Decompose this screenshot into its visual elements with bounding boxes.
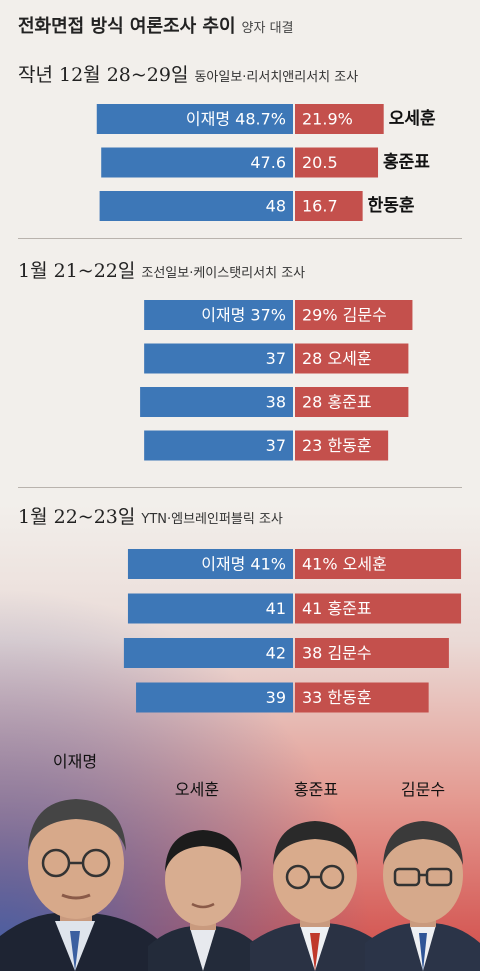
section-2-date: 1월 21~22일: [18, 260, 136, 282]
right-bar-2-2: [295, 343, 409, 374]
right-bar-1-3: [295, 191, 363, 221]
left-value-label-2-2: 37: [266, 349, 286, 368]
left-bar-3-4: [136, 682, 293, 713]
left-value-label-2-1: 이재명 37%: [201, 306, 286, 325]
left-value-label-3-4: 39: [266, 688, 286, 707]
left-bar-3-2: [127, 593, 293, 624]
left-bar-1-1: [96, 104, 293, 134]
right-value-label-2-1: 29% 김문수: [302, 306, 387, 325]
opponent-label-1-3: 한동훈: [368, 195, 415, 216]
left-value-label-3-1: 이재명 41%: [201, 555, 286, 574]
left-value-label-1-2: 47.6: [250, 153, 286, 172]
left-value-label-3-2: 41: [266, 599, 286, 618]
section-divider-2: [18, 487, 462, 488]
portrait-3: [250, 821, 380, 971]
section-1-header: 작년 12월 28~29일 동아일보·리서치앤리서치 조사: [18, 60, 358, 87]
right-value-label-1-3: 16.7: [302, 197, 338, 216]
title-text: 전화면접 방식 여론조사 추이: [18, 16, 236, 37]
right-value-label-2-2: 28 오세훈: [302, 349, 372, 368]
left-bar-2-2: [144, 343, 293, 374]
chart-title: 전화면접 방식 여론조사 추이 양자 대결: [18, 12, 294, 38]
right-bar-3-2: [295, 593, 462, 624]
right-value-label-3-3: 38 김문수: [302, 644, 372, 663]
right-value-label-3-1: 41% 오세훈: [302, 555, 387, 574]
portrait-2: [148, 830, 258, 971]
left-bar-2-4: [144, 430, 293, 461]
right-bar-3-1: [295, 549, 462, 579]
right-bar-1-2: [295, 147, 379, 178]
right-bar-1-1: [295, 104, 384, 134]
right-bar-2-3: [295, 387, 409, 417]
left-value-label-1-3: 48: [266, 197, 286, 216]
section-3-date: 1월 22~23일: [18, 506, 136, 528]
left-bar-3-1: [127, 549, 293, 579]
left-value-label-2-3: 38: [266, 393, 286, 412]
photo-label-3: 홍준표: [293, 780, 339, 799]
right-value-label-1-1: 21.9%: [302, 110, 353, 129]
left-value-label-2-4: 37: [266, 436, 286, 455]
photo-label-2: 오세훈: [174, 780, 220, 799]
right-value-label-1-2: 20.5: [302, 153, 338, 172]
photo-label-1: 이재명: [52, 752, 98, 771]
left-value-label-1-1: 이재명 48.7%: [186, 110, 286, 129]
subtitle-text: 양자 대결: [241, 21, 294, 36]
photo-label-4: 김문수: [400, 780, 446, 799]
section-2-source: 조선일보·케이스탯리서치 조사: [141, 266, 306, 281]
portrait-1: [0, 799, 160, 971]
portrait-4: [365, 821, 480, 971]
section-1-source: 동아일보·리서치앤리서치 조사: [194, 70, 359, 85]
right-value-label-2-4: 23 한동훈: [302, 436, 372, 455]
right-bar-3-4: [295, 682, 429, 713]
left-bar-1-2: [101, 147, 293, 178]
opponent-label-1-2: 홍준표: [383, 152, 430, 173]
left-value-label-3-3: 42: [266, 644, 286, 663]
left-bar-1-3: [99, 191, 293, 221]
section-2-header: 1월 21~22일 조선일보·케이스탯리서치 조사: [18, 256, 305, 283]
left-bar-2-3: [140, 387, 293, 417]
left-bar-3-3: [123, 638, 294, 668]
section-3-header: 1월 22~23일 YTN·엠브레인퍼블릭 조사: [18, 502, 283, 529]
section-1-date: 작년 12월 28~29일: [18, 64, 189, 86]
left-bar-2-1: [144, 300, 293, 330]
section-divider-1: [18, 238, 462, 239]
opponent-label-1-1: 오세훈: [389, 108, 436, 129]
right-value-label-2-3: 28 홍준표: [302, 393, 372, 412]
right-value-label-3-2: 41 홍준표: [302, 599, 372, 618]
right-bar-2-1: [295, 300, 413, 330]
right-value-label-3-4: 33 한동훈: [302, 688, 372, 707]
right-bar-3-3: [295, 638, 449, 668]
section-3-source: YTN·엠브레인퍼블릭 조사: [141, 512, 283, 527]
right-bar-2-4: [295, 430, 389, 461]
